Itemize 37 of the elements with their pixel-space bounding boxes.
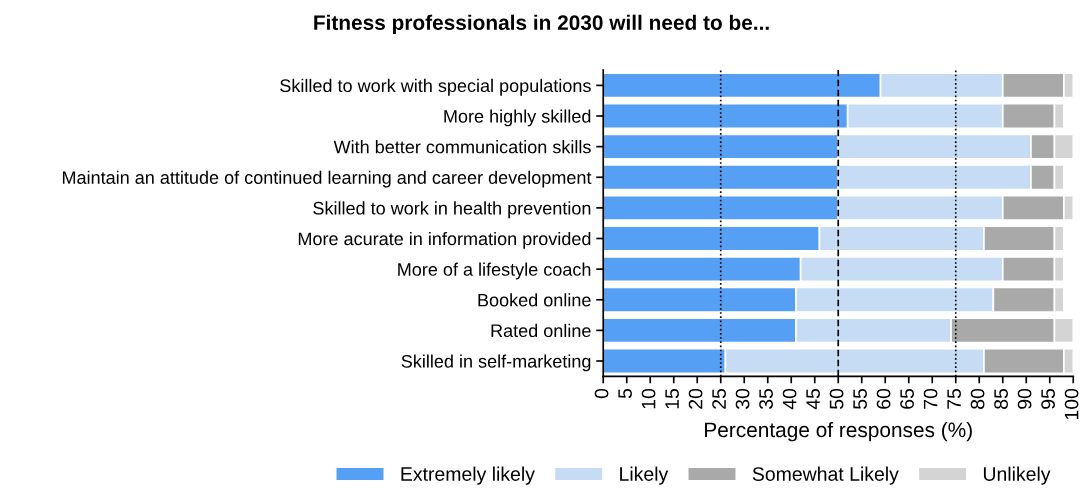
y-tick-label: Skilled to work with special populations [280,78,591,96]
chart-title: Fitness professionals in 2030 will need to be... [314,14,769,35]
x-axis-title: Percentage of responses (%) [705,421,972,442]
x-tick-label: 100 [1064,388,1079,420]
x-tick-label: 85 [994,388,1008,409]
x-tick-label: 70 [923,388,938,409]
y-tick-label: Skilled in self-marketing [401,354,591,372]
x-tick-label: 30 [735,388,750,410]
legend-label: Likely [620,466,669,485]
y-tick-label: More of a lifestyle coach [398,262,591,280]
y-tick-label: Maintain an attitude of continued learning and career development [62,170,592,188]
x-tick-label: 5 [618,388,632,399]
x-tick-label: 60 [876,388,891,409]
x-tick-label: 10 [641,388,656,409]
x-tick-label: 0 [594,388,609,399]
x-tick-label: 15 [665,388,679,409]
x-tick-label: 80 [970,388,985,409]
x-tick-label: 55 [853,388,867,409]
x-tick-label: 90 [1017,388,1032,409]
y-tick-label: More acurate in information provided [298,231,591,249]
legend-label: Unlikely [983,466,1051,485]
legend-label: Extremely likely [401,466,535,485]
x-tick-label: 40 [782,388,797,410]
x-tick-label: 25 [712,388,726,409]
x-tick-label: 75 [947,388,961,409]
y-tick-label: With better communication skills [333,140,591,154]
legend-label: Somewhat Likely [752,466,899,485]
x-tick-label: 95 [1041,388,1055,409]
y-tick-label: Booked online [478,293,591,307]
x-tick-label: 35 [759,388,773,410]
y-tick-label: More highly skilled [444,109,591,127]
x-tick-label: 45 [806,388,820,410]
y-tick-label: Skilled to work in health prevention [313,201,591,219]
x-tick-label: 50 [829,388,844,409]
x-tick-label: 20 [688,388,703,409]
y-tick-label: Rated online [491,323,591,338]
x-tick-label: 65 [900,388,914,409]
